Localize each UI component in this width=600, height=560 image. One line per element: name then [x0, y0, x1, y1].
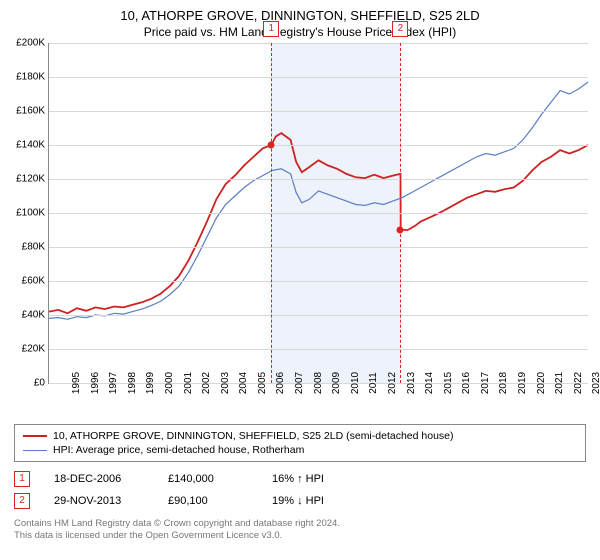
event-date-2: 29-NOV-2013	[54, 495, 144, 507]
legend-swatch-property	[23, 435, 47, 437]
y-tick-label: £40K	[22, 310, 49, 321]
event-flag: 1	[263, 21, 279, 37]
series-property	[49, 133, 588, 313]
event-line	[400, 43, 401, 383]
event-marker-2: 2	[14, 493, 30, 509]
event-delta-1: 16% ↑ HPI	[272, 473, 324, 485]
y-tick-label: £0	[34, 378, 49, 389]
footer: Contains HM Land Registry data © Crown c…	[14, 518, 586, 542]
legend-box: 10, ATHORPE GROVE, DINNINGTON, SHEFFIELD…	[14, 424, 586, 462]
chart-container: { "title": "10, ATHORPE GROVE, DINNINGTO…	[0, 0, 600, 560]
event-line	[271, 43, 272, 383]
legend-label-hpi: HPI: Average price, semi-detached house,…	[53, 444, 304, 456]
event-marker-1: 1	[14, 471, 30, 487]
y-tick-label: £180K	[16, 72, 49, 83]
legend-label-property: 10, ATHORPE GROVE, DINNINGTON, SHEFFIELD…	[53, 430, 454, 442]
footer-line-1: Contains HM Land Registry data © Crown c…	[14, 518, 586, 530]
chart-title: 10, ATHORPE GROVE, DINNINGTON, SHEFFIELD…	[0, 0, 600, 23]
plot-area: £0£20K£40K£60K£80K£100K£120K£140K£160K£1…	[48, 43, 588, 384]
y-tick-label: £20K	[22, 344, 49, 355]
y-tick-label: £160K	[16, 106, 49, 117]
event-date-1: 18-DEC-2006	[54, 473, 144, 485]
footer-line-2: This data is licensed under the Open Gov…	[14, 530, 586, 542]
y-tick-label: £100K	[16, 208, 49, 219]
y-tick-label: £60K	[22, 276, 49, 287]
events-table: 1 18-DEC-2006 £140,000 16% ↑ HPI 2 29-NO…	[14, 468, 586, 512]
legend-item-property: 10, ATHORPE GROVE, DINNINGTON, SHEFFIELD…	[23, 429, 577, 443]
event-delta-2: 19% ↓ HPI	[272, 495, 324, 507]
event-dot	[268, 142, 275, 149]
y-tick-label: £200K	[16, 38, 49, 49]
chart-subtitle: Price paid vs. HM Land Registry's House …	[0, 23, 600, 43]
event-row-1: 1 18-DEC-2006 £140,000 16% ↑ HPI	[14, 468, 586, 490]
event-dot	[397, 226, 404, 233]
legend-item-hpi: HPI: Average price, semi-detached house,…	[23, 443, 577, 457]
event-price-1: £140,000	[168, 473, 248, 485]
event-row-2: 2 29-NOV-2013 £90,100 19% ↓ HPI	[14, 490, 586, 512]
legend-swatch-hpi	[23, 450, 47, 451]
event-price-2: £90,100	[168, 495, 248, 507]
series-hpi	[49, 82, 588, 319]
y-tick-label: £120K	[16, 174, 49, 185]
y-tick-label: £140K	[16, 140, 49, 151]
event-flag: 2	[392, 21, 408, 37]
y-tick-label: £80K	[22, 242, 49, 253]
x-tick-label: 2024	[588, 372, 600, 394]
